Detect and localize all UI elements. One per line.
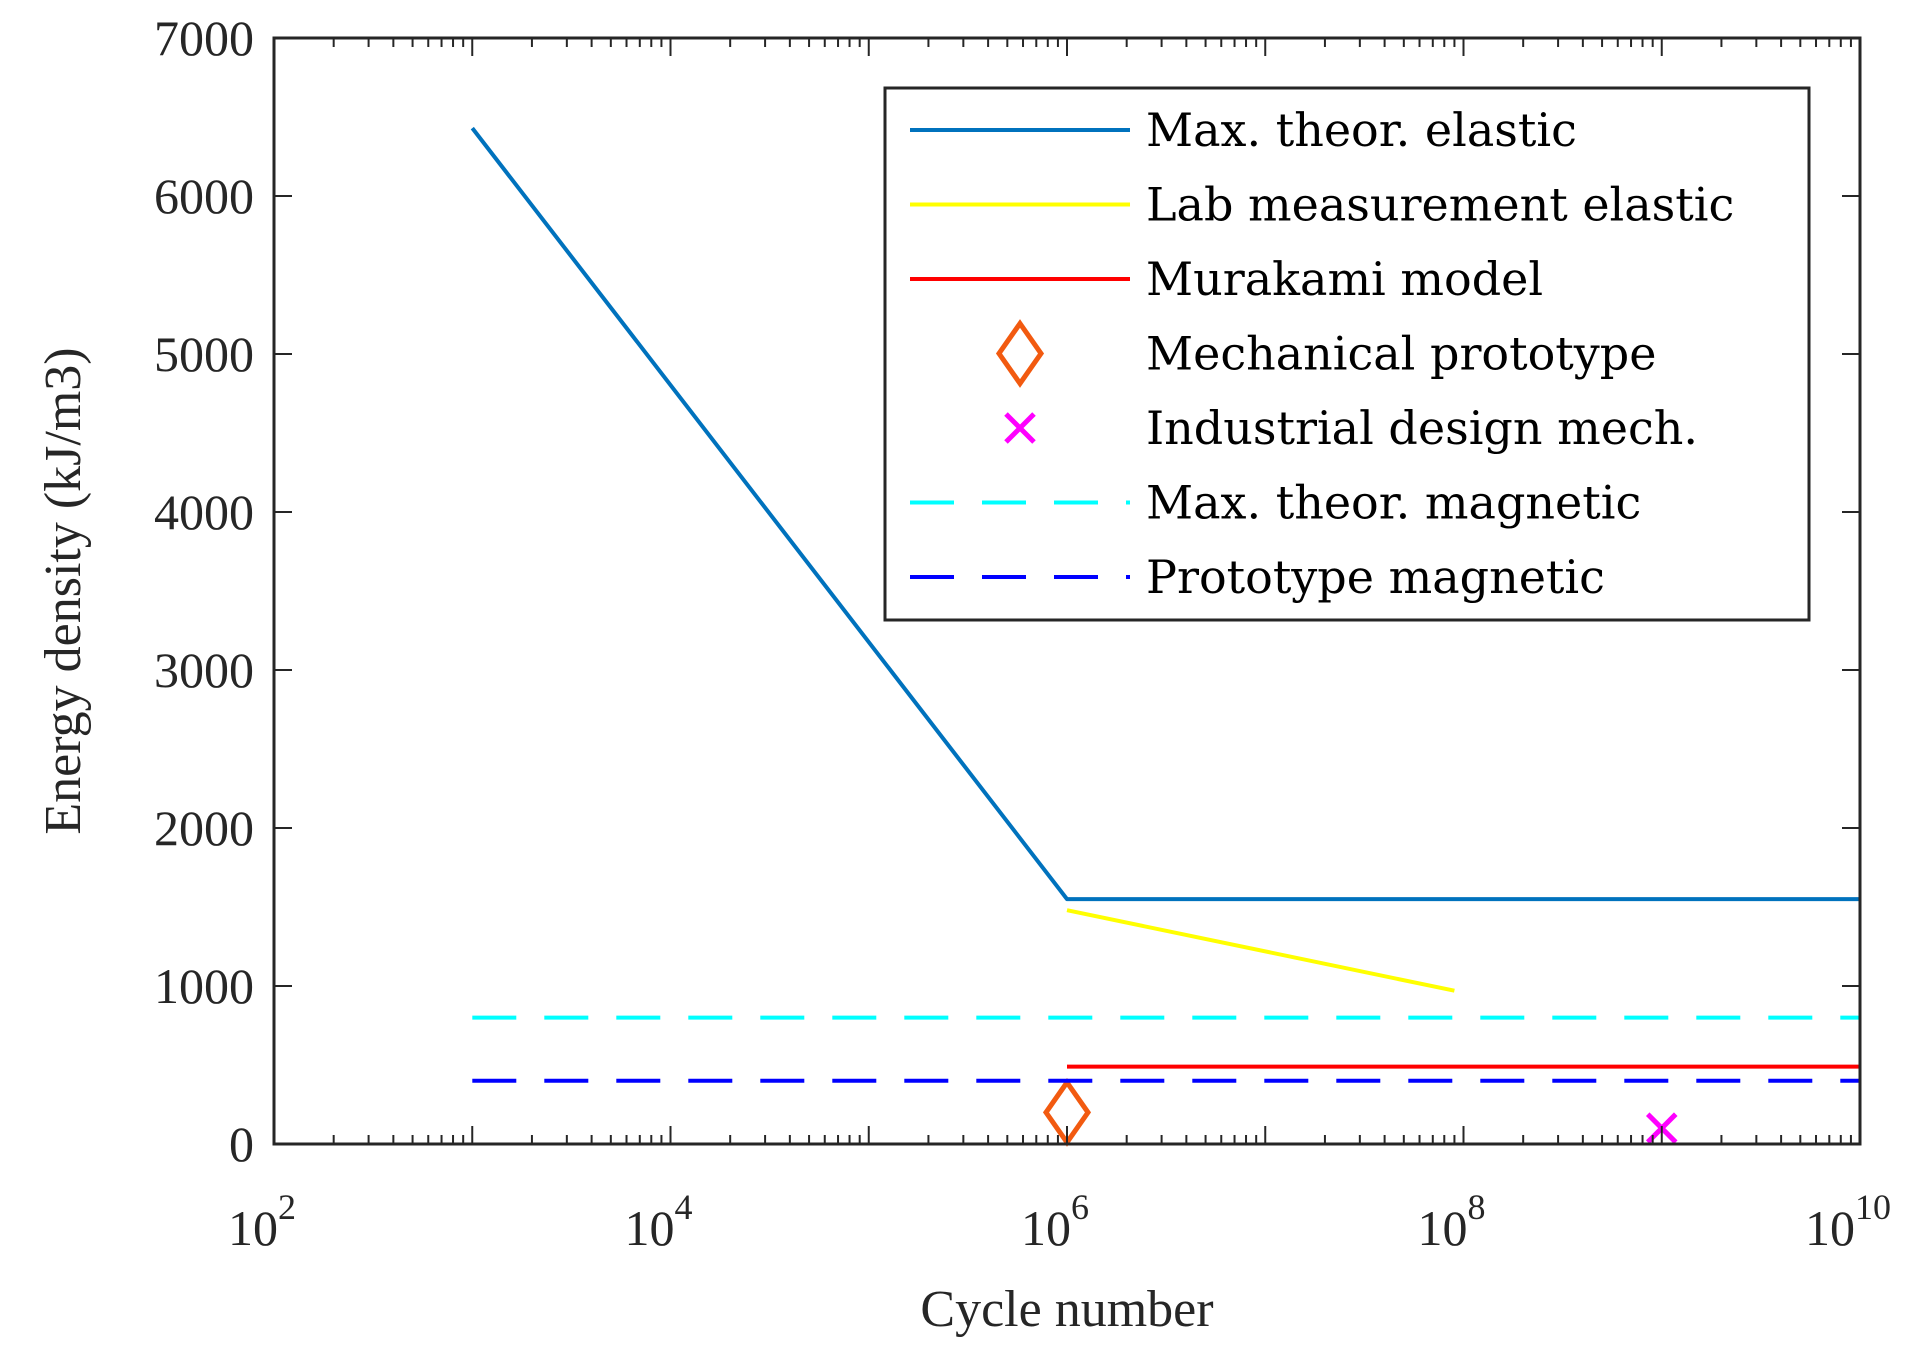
y-tick-label: 7000 [154,10,254,66]
legend-label-max-theor-magnetic: Max. theor. magnetic [1146,476,1641,530]
y-tick-label: 2000 [154,800,254,856]
legend-item-prototype-magnetic: Prototype magnetic [910,550,1605,604]
x-tick-label-exponent: 10 [1855,1187,1891,1227]
x-tick-label: 102 [228,1187,296,1256]
series-layer [470,126,1860,1147]
x-tick-label-base: 10 [1805,1200,1855,1256]
legend-swatch-mechanical-prototype [995,319,1045,388]
x-tick-label-base: 10 [625,1200,675,1256]
series-max-theor-elastic [470,126,1860,902]
legend-item-lab-measurement-elastic: Lab measurement elastic [910,178,1734,232]
x-tick-label-base: 10 [228,1200,278,1256]
legend-label-max-theor-elastic: Max. theor. elastic [1146,103,1577,157]
legend-label-lab-measurement-elastic: Lab measurement elastic [1146,178,1734,232]
legend-swatch-industrial-design-mech [1004,412,1036,444]
legend-label-mechanical-prototype: Mechanical prototype [1146,327,1656,381]
y-axis-label: Energy density (kJ/m3) [35,347,92,834]
x-axis-label: Cycle number [920,1281,1213,1338]
x-tick-label-exponent: 6 [1071,1187,1089,1227]
legend-item-max-theor-elastic: Max. theor. elastic [910,103,1577,157]
x-tick-label-exponent: 4 [675,1187,693,1227]
x-tick-label-base: 10 [1021,1200,1071,1256]
y-tick-label: 3000 [154,642,254,698]
legend-item-max-theor-magnetic: Max. theor. magnetic [910,476,1641,530]
x-tick-label: 108 [1418,1187,1486,1256]
legend-label-murakami-model: Murakami model [1146,252,1543,306]
x-tick-label: 104 [625,1187,693,1256]
y-tick-label: 6000 [154,168,254,224]
x-tick-label-exponent: 8 [1468,1187,1486,1227]
x-tick-label: 106 [1021,1187,1089,1256]
x-tick-label-base: 10 [1418,1200,1468,1256]
legend-item-murakami-model: Murakami model [910,252,1543,306]
legend-swatch-industrial-design-mech-stroke-b [1004,412,1036,444]
legend: Max. theor. elastic Lab measurement elast… [883,86,1811,622]
y-tick-label: 5000 [154,326,254,382]
legend-label-prototype-magnetic: Prototype magnetic [1146,550,1605,604]
y-tick-label: 1000 [154,958,254,1014]
x-tick-label: 1010 [1805,1187,1891,1256]
tick-labels-layer: 102 104 106 108 1010010002000300040005000600… [154,10,1891,1256]
plot-frame [272,36,1862,1146]
legend-label-industrial-design-mech: Industrial design mech. [1146,401,1698,455]
y-tick-label: 4000 [154,484,254,540]
y-tick-label: 0 [229,1116,254,1172]
legend-item-industrial-design-mech: Industrial design mech. [1004,401,1698,455]
series-lab-measurement-elastic [1066,908,1455,993]
x-tick-label-exponent: 2 [278,1187,296,1227]
legend-item-mechanical-prototype: Mechanical prototype [995,319,1656,388]
